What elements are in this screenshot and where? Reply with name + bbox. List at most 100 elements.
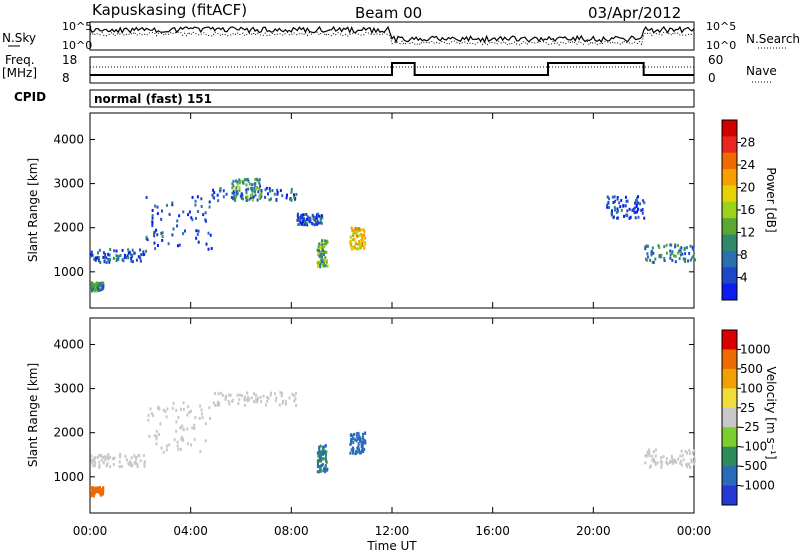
data-cell: [324, 457, 327, 461]
data-cell: [634, 201, 637, 205]
data-cell: [127, 256, 130, 260]
noise-strip: [89, 21, 695, 51]
velocity-y-axis: 1000 2000 3000 4000: [53, 337, 694, 484]
y-tick-label: 4000: [53, 337, 84, 351]
data-cell: [641, 211, 644, 215]
data-cell: [103, 259, 106, 263]
data-cell: [626, 199, 629, 203]
data-cell: [626, 213, 629, 217]
data-cell: [120, 465, 123, 469]
data-cell: [645, 454, 648, 458]
data-cell: [614, 199, 617, 203]
data-cell: [248, 197, 251, 201]
data-cell: [678, 257, 681, 261]
data-cell: [93, 257, 96, 261]
data-cell: [212, 195, 215, 199]
colorbar-tick-label: -25: [740, 420, 760, 434]
data-cell: [156, 212, 159, 216]
data-cell: [325, 460, 328, 464]
data-cell: [319, 221, 322, 225]
data-cell: [228, 402, 231, 406]
freq-strip: [89, 56, 695, 84]
data-cell: [161, 209, 164, 213]
data-cell: [139, 248, 142, 252]
data-cell: [648, 452, 651, 456]
freq-label: Freq.: [5, 53, 35, 67]
data-cell: [97, 251, 100, 255]
data-cell: [115, 257, 118, 261]
data-cell: [195, 236, 198, 240]
data-cell: [100, 493, 103, 497]
data-cell: [171, 406, 174, 410]
data-cell: [361, 233, 364, 237]
data-cell: [361, 242, 364, 246]
data-cell: [633, 210, 636, 214]
colorbar-segment: [722, 330, 737, 350]
data-cell: [361, 441, 364, 445]
data-cell: [625, 199, 628, 203]
data-cell: [254, 182, 257, 186]
data-cell: [271, 189, 274, 193]
data-cell: [359, 243, 362, 247]
data-cell: [315, 216, 318, 220]
data-cell: [260, 189, 263, 193]
data-cell: [91, 289, 94, 293]
freq-unit-label: [MHz]: [2, 66, 37, 80]
data-cell: [155, 429, 158, 433]
data-cell: [188, 210, 191, 214]
data-cell: [353, 237, 356, 241]
cpid-mode: normal (fast) 151: [94, 92, 212, 106]
data-cell: [236, 183, 239, 187]
data-cell: [303, 213, 306, 217]
data-cell: [160, 231, 163, 235]
data-cell: [681, 453, 684, 457]
data-cell: [104, 252, 107, 256]
data-cell: [319, 217, 322, 221]
data-cell: [154, 204, 157, 208]
data-cell: [130, 456, 133, 460]
data-cell: [651, 454, 654, 458]
data-cell: [161, 238, 164, 242]
data-cell: [363, 233, 366, 237]
data-cell: [362, 437, 365, 441]
data-cell: [153, 231, 156, 235]
x-axis: 00:00 04:00 08:00 12:00 16:00 20:00 00:00: [73, 113, 711, 538]
data-cell: [95, 489, 98, 493]
data-cell: [654, 257, 657, 261]
data-cell: [317, 244, 320, 248]
data-cell: [306, 223, 309, 227]
data-cell: [252, 186, 255, 190]
data-cell: [91, 489, 94, 493]
colorbar-segment: [722, 349, 737, 370]
data-cell: [364, 241, 367, 245]
data-cell: [238, 181, 241, 185]
data-cell: [358, 227, 361, 231]
data-cell: [692, 254, 695, 258]
data-cell: [245, 191, 248, 195]
data-cell: [318, 459, 321, 463]
data-cell: [142, 253, 145, 257]
nave-tick-top: 60: [708, 53, 723, 67]
velocity-cells: [90, 391, 696, 498]
data-cell: [131, 254, 134, 258]
data-cell: [352, 232, 355, 236]
data-cell: [100, 458, 103, 462]
data-cell: [325, 239, 328, 243]
data-cell: [617, 209, 620, 213]
data-cell: [240, 196, 243, 200]
data-cell: [99, 488, 102, 492]
data-cell: [646, 452, 649, 456]
data-cell: [358, 448, 361, 452]
data-cell: [356, 247, 359, 251]
data-cell: [199, 450, 202, 454]
data-cell: [155, 437, 158, 441]
data-cell: [262, 394, 265, 398]
data-cell: [162, 408, 165, 412]
data-cell: [355, 439, 358, 443]
data-cell: [629, 215, 632, 219]
data-cell: [635, 204, 638, 208]
data-cell: [358, 229, 361, 233]
data-cell: [130, 259, 133, 263]
data-cell: [320, 221, 323, 225]
data-cell: [305, 212, 308, 216]
